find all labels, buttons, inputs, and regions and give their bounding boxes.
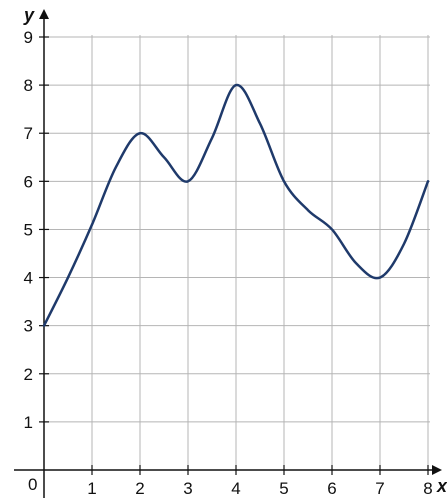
- x-tick-label: 8: [423, 479, 432, 498]
- x-tick-label: 7: [375, 479, 384, 498]
- x-tick-label: 6: [327, 479, 336, 498]
- x-axis-arrow-icon: [432, 465, 442, 475]
- grid: [44, 35, 430, 470]
- series-curve: [42, 83, 430, 327]
- axes: [14, 9, 442, 498]
- y-axis-arrow-icon: [39, 9, 49, 19]
- ticks: [39, 36, 429, 475]
- y-tick-label: 5: [24, 220, 33, 239]
- y-tick-label: 9: [24, 28, 33, 47]
- x-tick-label: 3: [183, 479, 192, 498]
- y-tick-label: 7: [24, 124, 33, 143]
- x-tick-label: 2: [135, 479, 144, 498]
- y-tick-label: 4: [24, 269, 33, 288]
- y-tick-label: 8: [24, 76, 33, 95]
- y-tick-label: 1: [24, 413, 33, 432]
- origin-label: 0: [28, 475, 37, 494]
- x-tick-label: 5: [279, 479, 288, 498]
- y-tick-label: 3: [24, 317, 33, 336]
- y-tick-label: 6: [24, 172, 33, 191]
- y-tick-label: 2: [24, 365, 33, 384]
- x-axis-title: x: [436, 476, 447, 496]
- x-tick-label: 4: [231, 479, 240, 498]
- x-tick-label: 1: [87, 479, 96, 498]
- y-axis-title: y: [23, 5, 35, 25]
- tick-labels: 1 2 3 4 5 6 7 8 1 2 3 4 5 6 7 8 9: [24, 28, 433, 498]
